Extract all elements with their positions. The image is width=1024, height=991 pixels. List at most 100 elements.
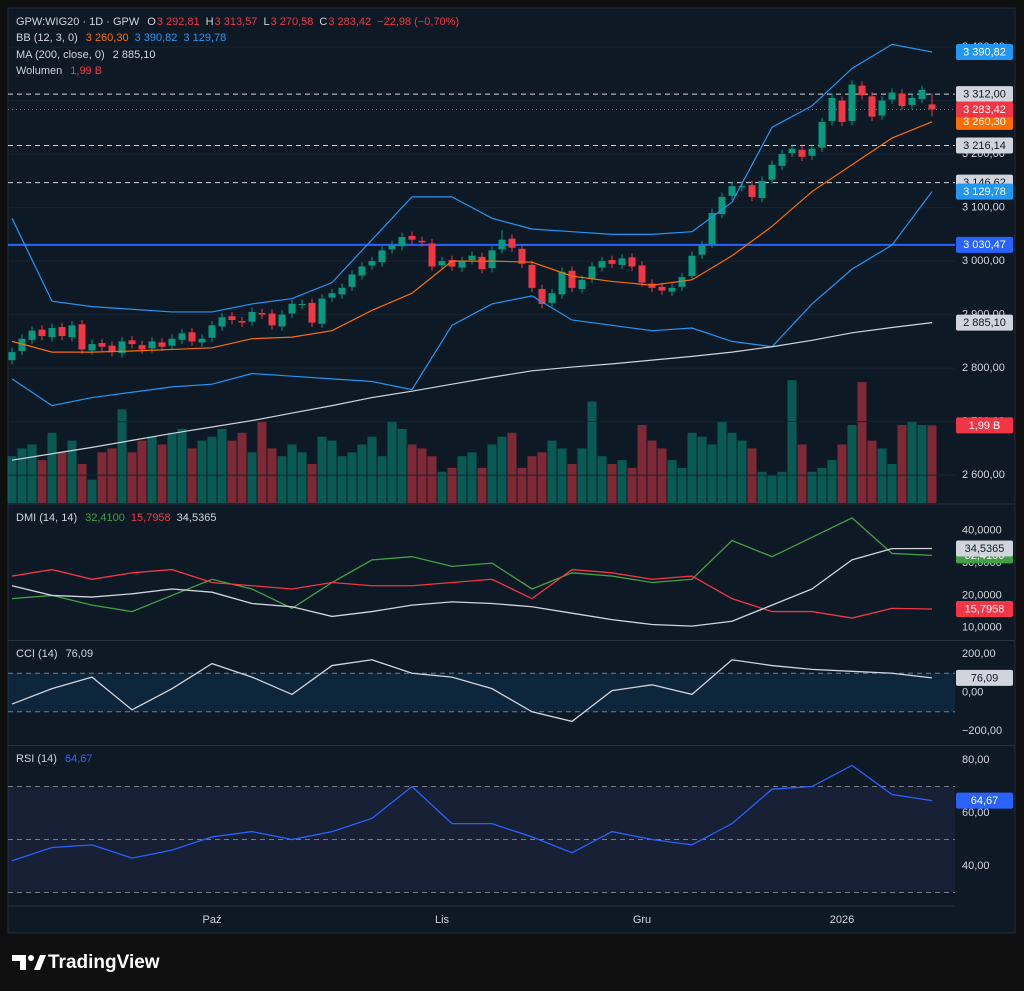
candle-body [308, 302, 316, 323]
volume-bar [267, 448, 277, 503]
indicator-value: 1,99 B [70, 65, 102, 77]
brand-logo [12, 955, 46, 970]
volume-bar [597, 456, 607, 503]
volume-bar [707, 444, 717, 503]
volume-bar [687, 432, 697, 503]
indicator-title: MA (200, close, 0) [16, 49, 105, 61]
volume-bar [167, 432, 177, 503]
candle-body [18, 338, 26, 352]
candle-body [418, 240, 426, 243]
symbol-title: GPW:WIG20 · 1D · GPW [16, 16, 140, 28]
indicator-value: 76,09 [66, 648, 94, 660]
change-value: −22,98 (−0,70%) [377, 16, 459, 28]
volume-bar [627, 467, 637, 503]
volume-bar [477, 467, 487, 503]
candle-body [518, 248, 526, 264]
volume-bar [247, 452, 257, 503]
ohlc-value: 3 283,42 [328, 16, 371, 28]
candle-body [178, 333, 186, 340]
candle-body [298, 303, 306, 305]
ohlc-key: L [263, 16, 269, 28]
volume-bar [187, 448, 197, 503]
axis-value-box [956, 86, 1013, 103]
volume-bar [427, 456, 437, 503]
volume-bar [327, 440, 337, 503]
candle-body [718, 196, 726, 215]
candle-body [38, 329, 46, 337]
axis-value-label: 34,5365 [965, 543, 1005, 555]
candle-body [638, 265, 646, 283]
volume-bar [177, 428, 187, 503]
candle-body [918, 89, 926, 99]
axis-value-label: 3 260,30 [963, 116, 1006, 128]
ohlc-value: 3 270,58 [271, 16, 314, 28]
volume-bar [257, 421, 267, 503]
volume-bar [727, 432, 737, 503]
candle-body [248, 311, 256, 322]
indicator-line [11, 568, 933, 619]
volume-bar [307, 464, 317, 503]
axis-value-label: 2 885,10 [963, 317, 1006, 329]
indicator-value: 2 885,10 [113, 49, 156, 61]
x-tick-label: Paź [203, 914, 222, 926]
y-tick-label: 2 800,00 [962, 362, 1005, 374]
axis-value-box [956, 669, 1013, 686]
indicator-line [11, 659, 933, 723]
candle-body [268, 313, 276, 326]
volume-bar [317, 436, 327, 503]
indicator-value: 64,67 [65, 753, 93, 765]
volume-bar [917, 425, 927, 503]
volume-bar [847, 425, 857, 503]
volume-bar [47, 432, 57, 503]
volume-bar [887, 464, 897, 503]
candle-body [778, 154, 786, 166]
candle-body [368, 261, 376, 266]
candle-body [698, 245, 706, 255]
volume-bar [197, 440, 207, 503]
volume-bar [467, 452, 477, 503]
axis-value-label: 3 129,78 [963, 186, 1006, 198]
candle-body [48, 328, 56, 338]
axis-value-box [956, 183, 1013, 200]
ohlc-value: 3 292,81 [157, 16, 200, 28]
x-tick-label: Lis [435, 914, 450, 926]
volume-bar [667, 460, 677, 503]
volume-bar [677, 467, 687, 503]
candle-body [628, 257, 636, 267]
candle-body [158, 342, 166, 347]
indicator-title: CCI (14) [16, 648, 58, 660]
volume-bar [517, 467, 527, 503]
indicator-value: 34,5365 [177, 512, 217, 524]
candle-body [78, 324, 86, 350]
candle-body [878, 100, 886, 116]
volume-bar [487, 444, 497, 503]
axis-value-box [956, 601, 1013, 618]
volume-bar [337, 456, 347, 503]
indicator-value: 3 390,82 [135, 32, 178, 44]
y-tick-label: 0,00 [962, 686, 983, 698]
candle-body [108, 345, 116, 353]
candle-body [578, 279, 586, 289]
y-tick-label: 10,0000 [962, 622, 1002, 634]
y-tick-label: 40,0000 [962, 525, 1002, 537]
volume-bar [217, 428, 227, 503]
candle-body [658, 286, 666, 291]
volume-bar [607, 464, 617, 503]
indicator-line [11, 43, 933, 313]
indicator-title: DMI (14, 14) [16, 512, 77, 524]
candle-body [758, 180, 766, 198]
candle-body [768, 164, 776, 180]
volume-bar [347, 452, 357, 503]
candle-body [558, 271, 566, 295]
candle-body [888, 92, 896, 100]
volume-bar [527, 456, 537, 503]
candle-body [838, 100, 846, 122]
volume-bar [697, 436, 707, 503]
candle-body [798, 149, 806, 157]
ohlc-key: O [147, 16, 156, 28]
volume-bar [107, 448, 117, 503]
volume-bar [827, 460, 837, 503]
indicator-title: RSI (14) [16, 753, 57, 765]
volume-bar [7, 456, 17, 503]
